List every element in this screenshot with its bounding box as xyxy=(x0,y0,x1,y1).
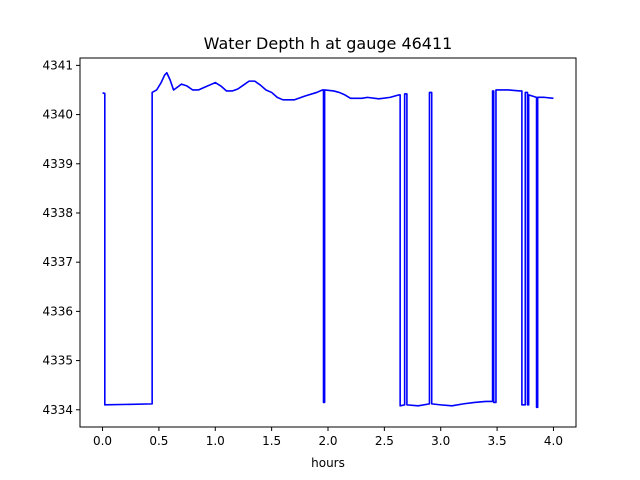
x-axis-label: hours xyxy=(311,456,345,470)
y-tick-label: 4337 xyxy=(42,255,73,269)
x-tick-label: 2.0 xyxy=(318,434,337,448)
x-axis-ticks: 0.0 0.5 1.0 1.5 2.0 2.5 3.0 3.5 4.0 xyxy=(93,427,563,448)
chart-title: Water Depth h at gauge 46411 xyxy=(204,34,453,53)
y-tick-label: 4339 xyxy=(42,157,73,171)
y-tick-label: 4334 xyxy=(42,403,73,417)
x-tick-label: 2.5 xyxy=(375,434,394,448)
x-tick-label: 4.0 xyxy=(544,434,563,448)
y-tick-label: 4335 xyxy=(42,354,73,368)
x-tick-label: 1.0 xyxy=(206,434,225,448)
y-tick-label: 4341 xyxy=(42,58,73,72)
plot-area xyxy=(80,58,576,427)
y-tick-label: 4338 xyxy=(42,206,73,220)
y-tick-label: 4336 xyxy=(42,304,73,318)
y-tick-label: 4340 xyxy=(42,108,73,122)
x-tick-label: 0.0 xyxy=(93,434,112,448)
series-layer xyxy=(102,71,554,409)
y-axis-ticks: 4334 4335 4336 4337 4338 4339 4340 4341 xyxy=(42,58,80,417)
series-line-0 xyxy=(102,71,554,409)
x-tick-label: 3.5 xyxy=(488,434,507,448)
x-tick-label: 1.5 xyxy=(262,434,281,448)
x-tick-label: 3.0 xyxy=(431,434,450,448)
x-tick-label: 0.5 xyxy=(149,434,168,448)
